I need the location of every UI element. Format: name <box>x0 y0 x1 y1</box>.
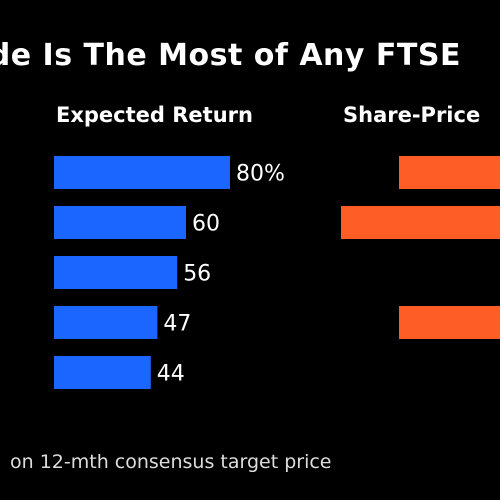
expected-return-bar-4 <box>54 306 158 339</box>
share-price-bar-1 <box>399 156 500 189</box>
footnote: on 12-mth consensus target price <box>10 451 332 473</box>
share-price-header: Share-Price <box>343 103 481 127</box>
expected-return-bar-1 <box>54 156 230 189</box>
expected-return-label-5: 44 <box>157 362 185 387</box>
share-price-bar-4 <box>399 306 500 339</box>
expected-return-bar-2 <box>54 206 186 239</box>
expected-return-label-4: 47 <box>163 312 191 337</box>
share-price-bar-2 <box>341 206 500 239</box>
expected-return-label-2: 60 <box>192 212 220 237</box>
expected-return-bar-5 <box>54 356 151 389</box>
expected-return-label-1: 80% <box>236 162 285 187</box>
expected-return-header: Expected Return <box>56 103 253 127</box>
expected-return-label-3: 56 <box>183 262 211 287</box>
chart-title: ide Is The Most of Any FTSE <box>0 38 461 73</box>
expected-return-bar-3 <box>54 256 178 289</box>
